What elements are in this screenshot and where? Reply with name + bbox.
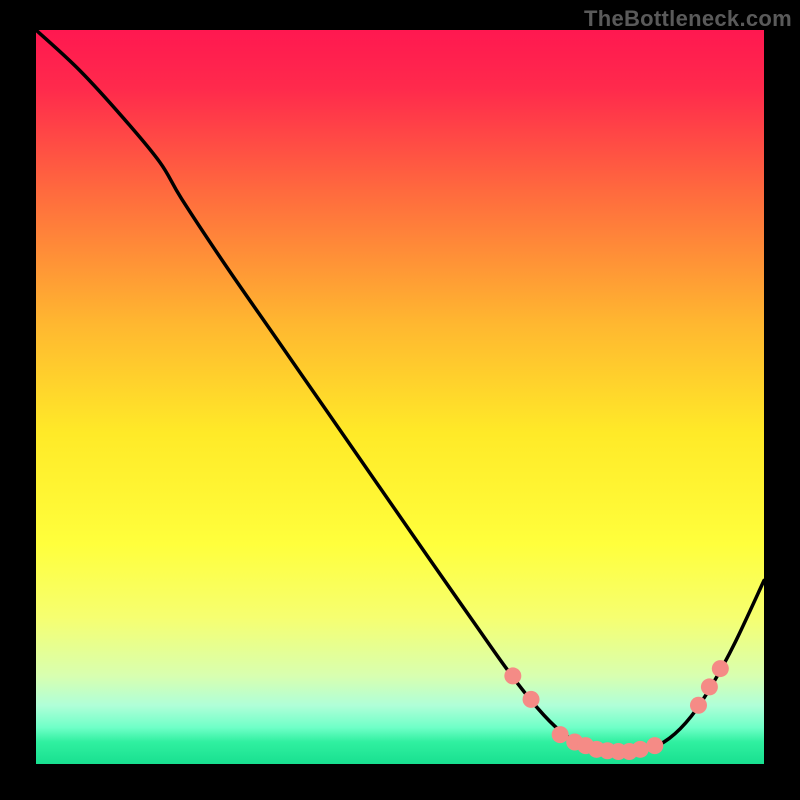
data-marker <box>690 697 707 714</box>
data-marker <box>646 737 663 754</box>
watermark-text: TheBottleneck.com <box>584 6 792 32</box>
data-marker <box>701 678 718 695</box>
data-marker <box>523 691 540 708</box>
data-marker <box>632 741 649 758</box>
bottleneck-curve <box>36 30 764 754</box>
data-marker <box>712 660 729 677</box>
data-marker <box>504 667 521 684</box>
data-marker <box>552 726 569 743</box>
